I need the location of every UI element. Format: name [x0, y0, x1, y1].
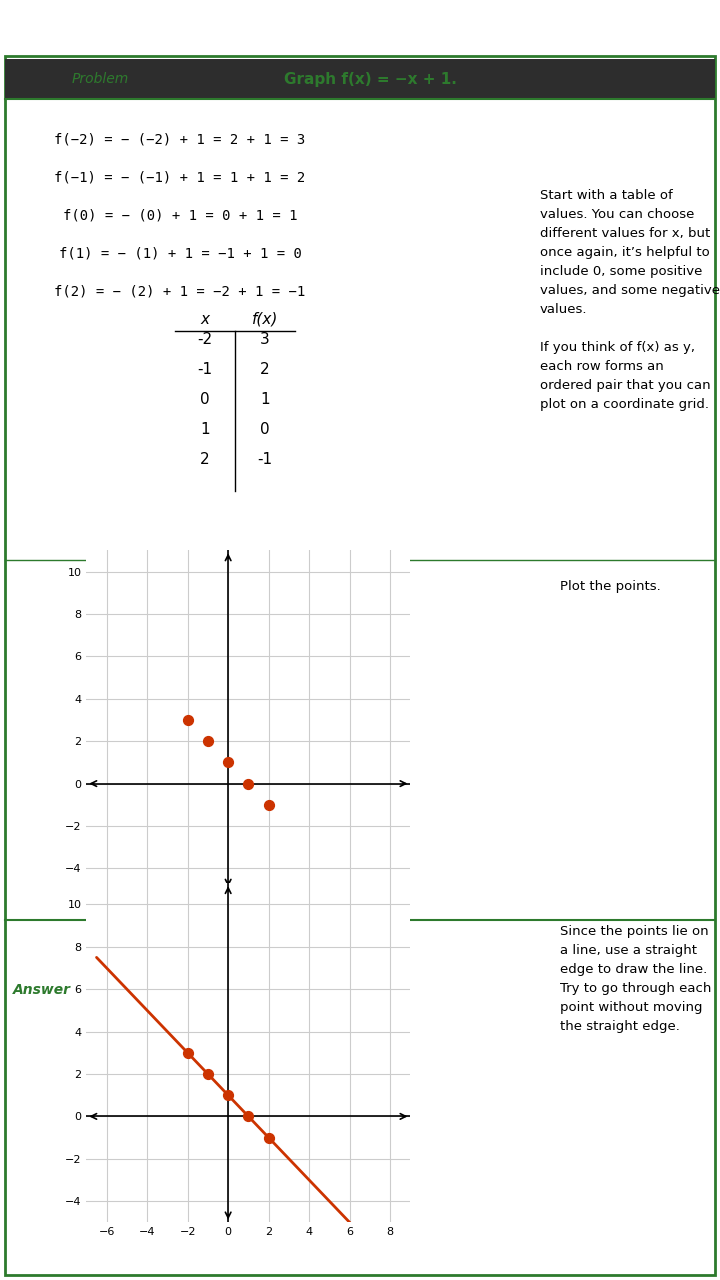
Point — [263, 795, 274, 815]
Text: 2: 2 — [200, 452, 210, 467]
Point — [202, 1064, 214, 1084]
Point — [222, 753, 234, 773]
Text: 1: 1 — [200, 422, 210, 436]
Text: Start with a table of values. You can choose different values for x, but once ag: Start with a table of values. You can ch… — [540, 189, 720, 411]
Text: x: x — [200, 312, 210, 326]
Text: Plot the points.: Plot the points. — [560, 580, 661, 593]
Text: ◄: ◄ — [22, 19, 35, 38]
Text: f(2) = − (2) + 1 = −2 + 1 = −1: f(2) = − (2) + 1 = −2 + 1 = −1 — [55, 284, 305, 298]
FancyBboxPatch shape — [508, 13, 562, 45]
Point — [243, 773, 254, 794]
Text: 1: 1 — [260, 392, 270, 407]
Bar — [464, 13, 470, 45]
Text: f(−2) = − (−2) + 1 = 2 + 1 = 3: f(−2) = − (−2) + 1 = 2 + 1 = 3 — [55, 132, 305, 146]
Bar — [455, 18, 462, 41]
Text: f(x): f(x) — [252, 312, 278, 326]
Text: -1: -1 — [258, 452, 273, 467]
Point — [182, 1042, 194, 1062]
Text: 0: 0 — [200, 392, 210, 407]
Text: 2: 2 — [260, 362, 270, 376]
Text: 90%: 90% — [485, 22, 518, 36]
Text: Since the points lie on a line, use a straight edge to draw the line. Try to go : Since the points lie on a line, use a st… — [560, 924, 711, 1033]
Text: 3: 3 — [260, 332, 270, 347]
Bar — [446, 22, 453, 36]
Text: -1: -1 — [197, 362, 212, 376]
Text: f(1) = − (1) + 1 = −1 + 1 = 0: f(1) = − (1) + 1 = −1 + 1 = 0 — [58, 246, 302, 260]
Point — [243, 1106, 254, 1126]
Bar — [5, 59, 715, 100]
Text: Problem: Problem — [71, 72, 129, 86]
Point — [202, 731, 214, 751]
Bar — [472, 8, 479, 50]
Text: Answer: Answer — [13, 983, 71, 997]
Text: ➤: ➤ — [477, 22, 487, 36]
Point — [263, 1128, 274, 1148]
Text: Graph f(x) = −x + 1.: Graph f(x) = −x + 1. — [284, 72, 456, 87]
Text: f(0) = − (0) + 1 = 0 + 1 = 1: f(0) = − (0) + 1 = 0 + 1 = 1 — [63, 209, 297, 223]
Text: f(−1) = − (−1) + 1 = 1 + 1 = 2: f(−1) = − (−1) + 1 = 1 + 1 = 2 — [55, 170, 305, 184]
Text: 0: 0 — [260, 422, 270, 436]
Text: 11:45 AM: 11:45 AM — [618, 22, 698, 36]
Point — [222, 1085, 234, 1106]
Point — [182, 709, 194, 730]
Text: -2: -2 — [197, 332, 212, 347]
